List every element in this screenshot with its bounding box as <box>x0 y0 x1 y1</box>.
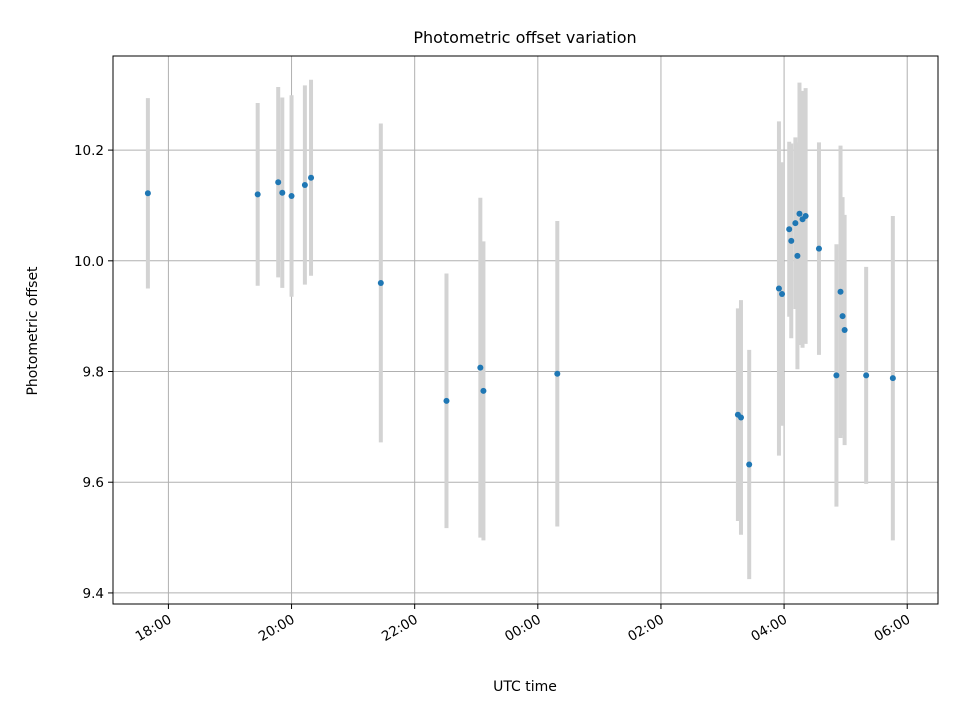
y-tick-label: 10.2 <box>74 143 104 159</box>
data-point <box>737 414 744 421</box>
data-point <box>796 210 803 217</box>
data-point <box>792 220 799 227</box>
y-axis-ticks: 9.4 9.6 9.8 10.0 10.2 <box>74 143 113 602</box>
data-point <box>837 288 844 295</box>
data-point <box>301 181 308 188</box>
data-point <box>863 372 870 379</box>
chart-title: Photometric offset variation <box>413 28 636 47</box>
data-point <box>288 193 295 200</box>
data-point <box>279 189 286 196</box>
data-point <box>794 252 801 259</box>
data-point <box>308 174 315 181</box>
x-axis-label: UTC time <box>493 679 557 695</box>
data-point <box>775 285 782 292</box>
y-tick-label: 9.4 <box>83 586 104 602</box>
plot-frame <box>112 55 939 605</box>
data-points <box>144 174 896 468</box>
y-tick-label: 10.0 <box>74 254 104 270</box>
data-point <box>275 179 282 186</box>
data-point <box>779 291 786 298</box>
data-point <box>889 375 896 382</box>
y-tick-label: 9.8 <box>83 365 104 381</box>
data-point <box>254 191 261 198</box>
data-point <box>480 387 487 394</box>
y-axis-label: Photometric offset <box>25 266 41 396</box>
data-point <box>443 397 450 404</box>
data-point <box>788 237 795 244</box>
data-point <box>786 226 793 233</box>
data-point <box>377 279 384 286</box>
data-point <box>554 370 561 377</box>
data-point <box>839 313 846 320</box>
data-point <box>815 245 822 252</box>
data-point <box>477 364 484 371</box>
data-point <box>833 372 840 379</box>
data-point <box>802 212 809 219</box>
data-point <box>841 327 848 333</box>
data-point <box>746 461 753 468</box>
y-tick-label: 9.6 <box>83 475 104 491</box>
data-point <box>144 190 151 197</box>
